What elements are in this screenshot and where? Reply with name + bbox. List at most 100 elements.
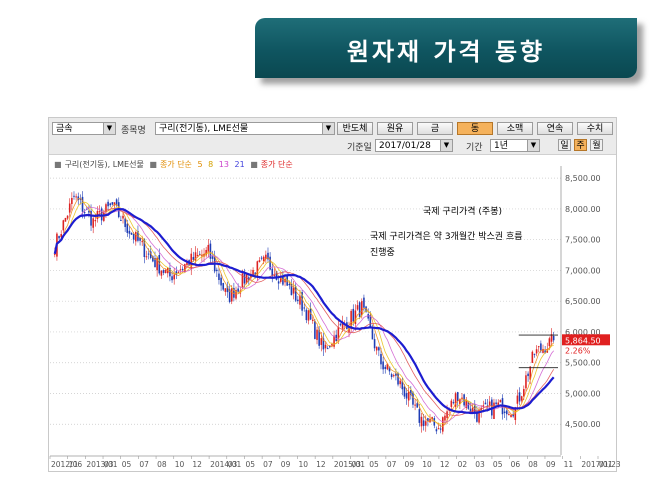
candle-body <box>83 212 86 214</box>
candle-body <box>98 211 101 213</box>
chart-legend: ■ 구리(전기동), LME선물 ■ 종가 단순 5 8 13 21 ■ 종가 단순 <box>54 159 296 170</box>
legend-marker: ■ <box>54 160 62 169</box>
candle-body <box>207 244 210 252</box>
chevron-down-icon[interactable]: ▼ <box>103 123 115 134</box>
candle-body <box>405 393 408 399</box>
chevron-down-icon[interactable]: ▼ <box>322 123 334 134</box>
candle-body <box>158 255 161 274</box>
candle-body <box>258 260 261 263</box>
candle-body <box>326 348 329 350</box>
candle-body <box>450 400 453 407</box>
ma-line-8 <box>54 201 554 425</box>
candle-body <box>329 346 331 348</box>
candle-body <box>320 338 323 345</box>
candle-body <box>297 299 299 302</box>
legend-marker: ■ <box>250 160 258 169</box>
category-select[interactable]: 금속 ▼ <box>52 122 116 135</box>
x-tick-label: 07 <box>387 460 397 469</box>
candle-body <box>478 409 480 423</box>
candle-body <box>358 302 361 317</box>
preset-button[interactable]: 연속 <box>537 122 573 135</box>
preset-button[interactable]: 수치 <box>577 122 613 135</box>
annotation-title: 국제 구리가격 (주봉) <box>423 205 502 217</box>
preset-button[interactable]: 원유 <box>377 122 413 135</box>
legend-ma-21: 21 <box>234 160 245 169</box>
candle-body <box>186 261 188 266</box>
candle-body <box>265 254 267 259</box>
legend-ma-13: 13 <box>218 160 229 169</box>
item-select[interactable]: 구리(전기동), LME선물 ▼ <box>155 122 335 135</box>
candle-body <box>179 269 182 271</box>
y-tick-label: 7,500.00 <box>565 236 601 245</box>
candle-body <box>552 335 555 341</box>
x-tick-label: 08 <box>528 460 538 469</box>
candle-body <box>403 386 406 397</box>
x-tick-label: 12 <box>440 460 450 469</box>
preset-button[interactable]: 소맥 <box>497 122 533 135</box>
candle-body <box>307 310 310 321</box>
preset-button[interactable]: 반도체 <box>337 122 373 135</box>
x-tick-label: 05 <box>369 460 379 469</box>
candle-body <box>224 288 227 292</box>
candle-body <box>525 375 527 389</box>
frequency-button[interactable]: 월 <box>590 139 603 151</box>
candle-body <box>499 400 502 403</box>
candle-body <box>452 402 455 404</box>
preset-button[interactable]: 금 <box>417 122 453 135</box>
candle-body <box>318 329 320 346</box>
candle-body <box>495 402 497 405</box>
candle-body <box>497 402 500 407</box>
candle-body <box>192 257 195 260</box>
candle-body <box>363 297 365 308</box>
candle-body <box>337 326 340 339</box>
x-tick-label: 10 <box>422 460 432 469</box>
x-tick-label: 2012/06 <box>51 460 82 469</box>
candle-body <box>75 196 77 198</box>
legend-marker: ■ <box>149 160 157 169</box>
candle-body <box>508 414 510 416</box>
candle-body <box>233 287 235 298</box>
candle-body <box>412 392 414 405</box>
candle-body <box>241 273 244 288</box>
date-field[interactable]: 2017/01/28 ▼ <box>375 139 453 152</box>
candle-body <box>226 285 229 293</box>
candle-body <box>288 283 291 286</box>
annotation-line-2: 진행중 <box>370 246 395 258</box>
period-value: 1년 <box>494 141 509 151</box>
frequency-button[interactable]: 일 <box>558 139 571 151</box>
x-tick-label: 07 <box>139 460 149 469</box>
candle-body <box>184 264 186 272</box>
calendar-icon[interactable]: ▼ <box>440 140 452 151</box>
candle-body <box>273 274 276 276</box>
chevron-down-icon[interactable]: ▼ <box>527 140 539 151</box>
candle-body <box>314 321 316 339</box>
period-select[interactable]: 1년 ▼ <box>490 139 540 152</box>
x-tick-label: 12 <box>316 460 326 469</box>
preset-button[interactable]: 동 <box>457 122 493 135</box>
candle-body <box>493 402 495 420</box>
candle-body <box>550 334 553 342</box>
candle-body <box>311 319 314 321</box>
banner-title: 원자재 가격 동향 <box>346 38 546 66</box>
candle-body <box>218 273 220 281</box>
x-tick-label: 03 <box>104 460 114 469</box>
candle-body <box>256 261 259 277</box>
candle-body <box>171 276 173 281</box>
candle-body <box>418 409 421 423</box>
frequency-button[interactable]: 주 <box>574 139 587 151</box>
candle-body <box>433 418 436 426</box>
legend-series: 구리(전기동), LME선물 <box>64 160 144 169</box>
candle-body <box>105 204 107 212</box>
candle-body <box>414 404 416 406</box>
candle-body <box>454 393 457 407</box>
candle-body <box>173 274 175 280</box>
candle-body <box>220 277 222 286</box>
candle-body <box>124 218 126 227</box>
candle-body <box>282 275 284 285</box>
candle-body <box>271 268 274 277</box>
x-tick-label: 11 <box>69 460 79 469</box>
candle-body <box>527 373 529 377</box>
candle-body <box>388 366 391 372</box>
candle-body <box>252 269 254 275</box>
candle-body <box>286 275 288 286</box>
